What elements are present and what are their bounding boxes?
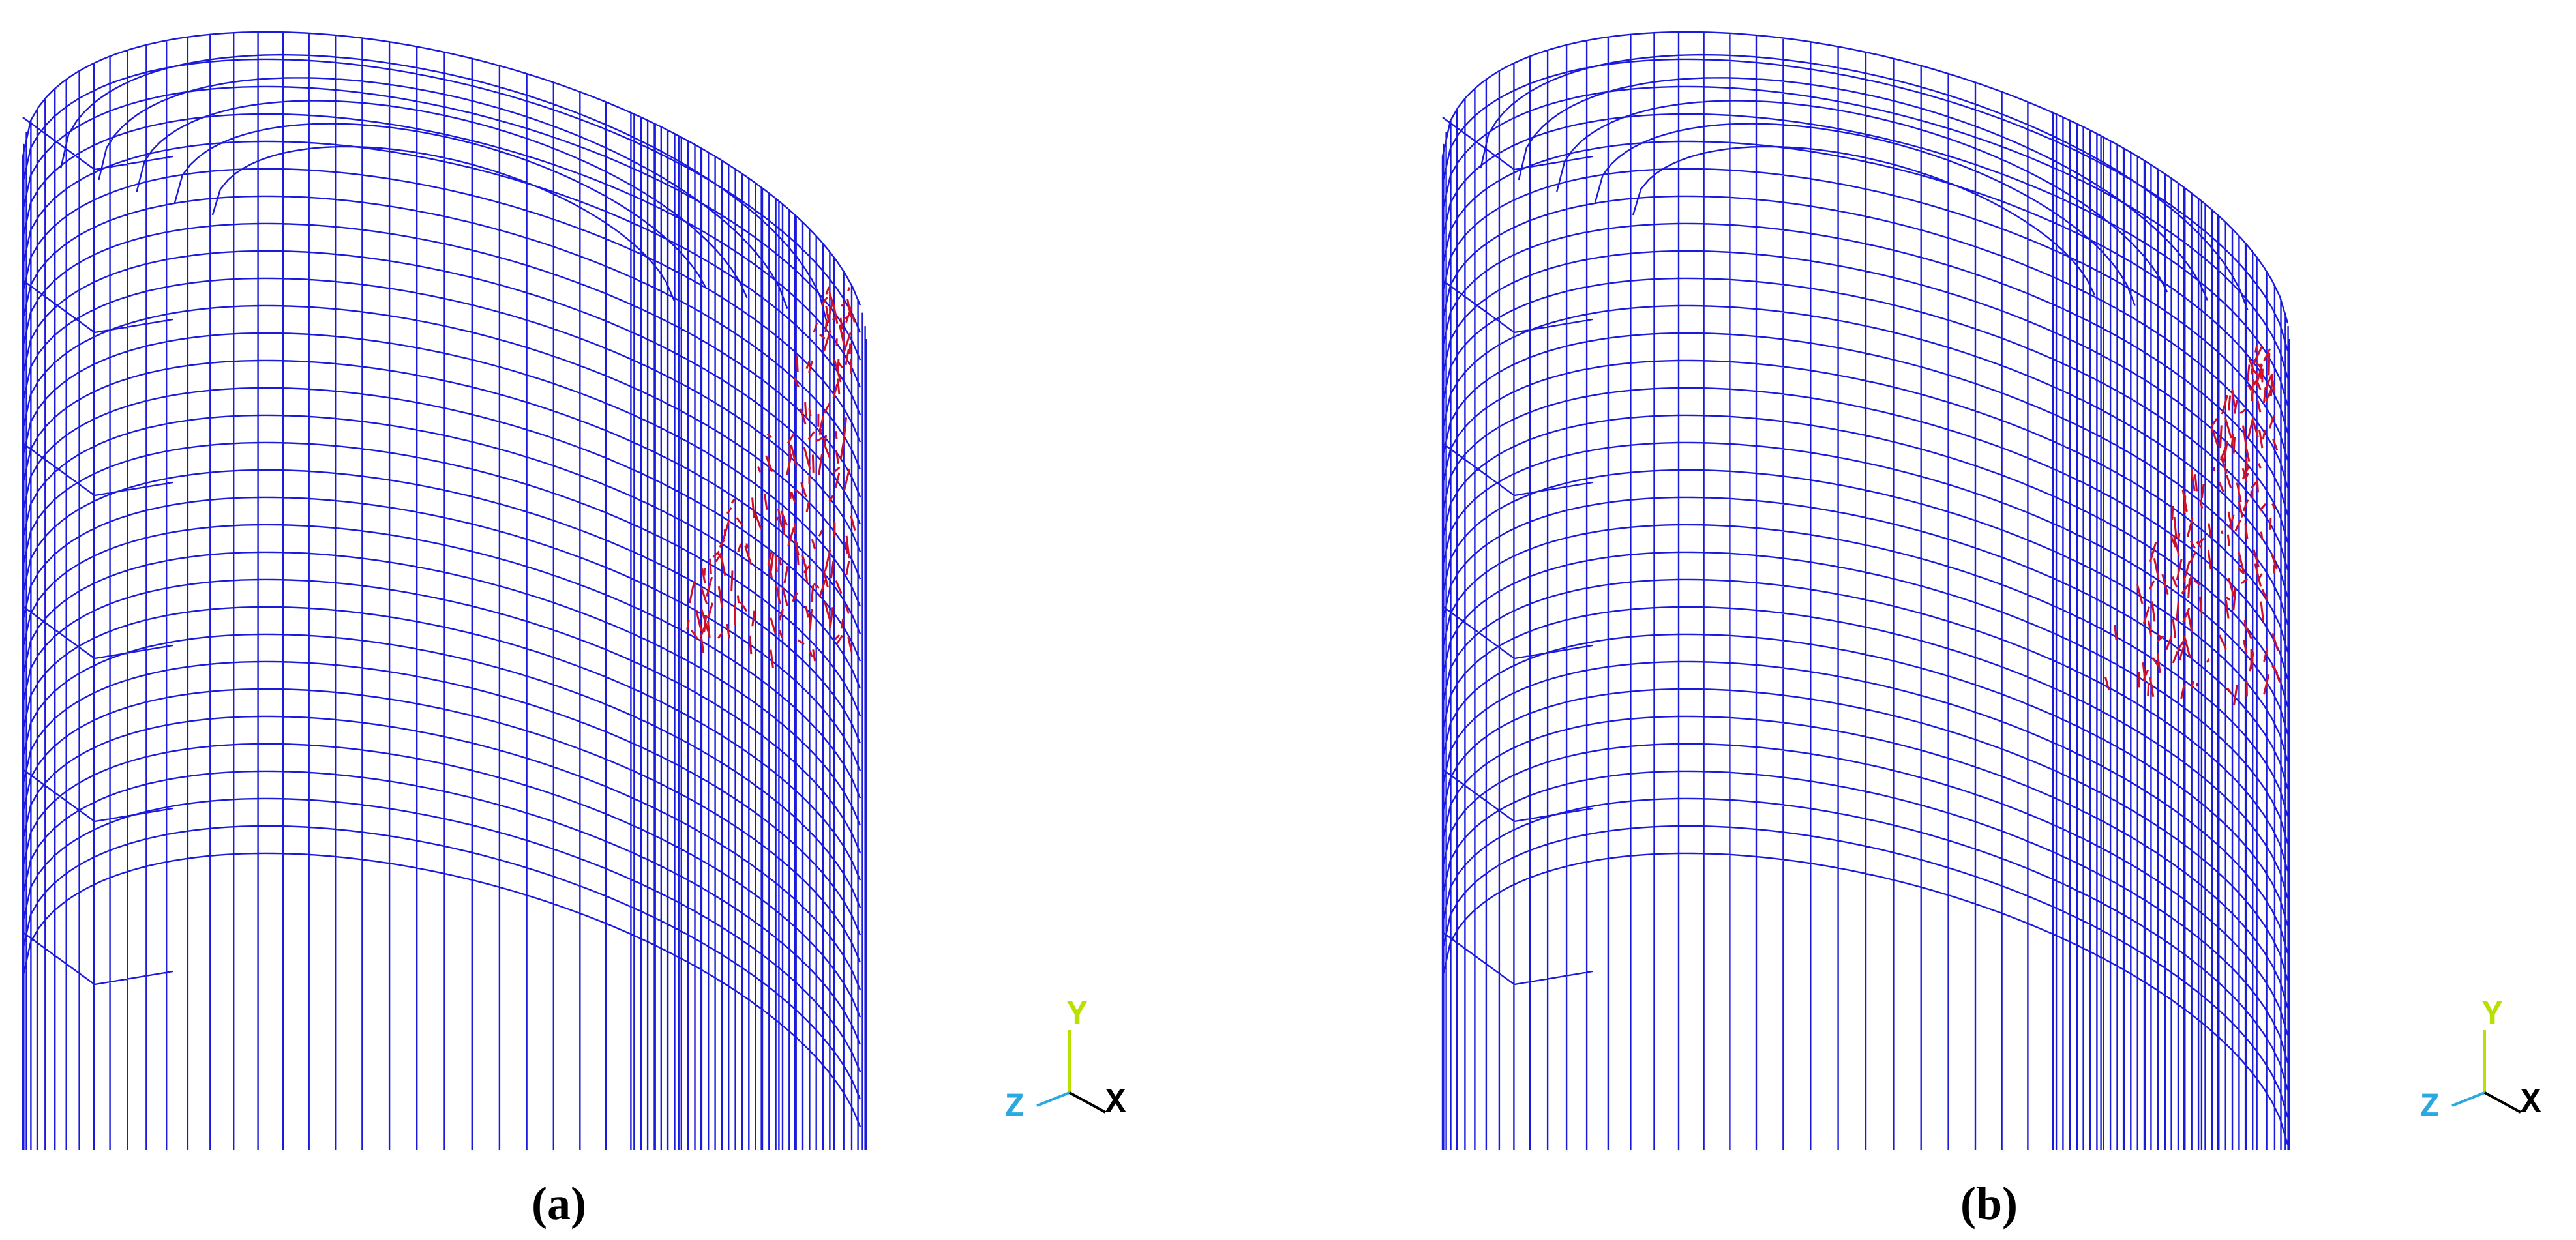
y-axis-label: Y	[2482, 996, 2503, 1034]
z-axis-line	[2451, 1091, 2485, 1107]
x-axis-line	[2484, 1091, 2521, 1114]
panel-caption: (a)	[532, 1177, 586, 1230]
crack-marks	[686, 286, 856, 668]
y-axis-label: Y	[1067, 996, 1088, 1034]
z-axis-line	[1036, 1091, 1070, 1107]
mesh-wireframe	[22, 31, 867, 1150]
x-axis-line	[1069, 1091, 1106, 1114]
panel-caption: (b)	[1960, 1177, 2018, 1230]
mesh-panel-b	[1441, 31, 2290, 1150]
crack-marks	[2104, 345, 2281, 706]
axis-triad-b: Y Z X	[2419, 996, 2541, 1127]
axis-triad-a: Y Z X	[1004, 996, 1126, 1127]
z-axis-label: Z	[2419, 1088, 2440, 1127]
z-axis-label: Z	[1004, 1088, 1025, 1127]
x-axis-label: X	[1105, 1084, 1126, 1122]
x-axis-label: X	[2521, 1084, 2541, 1122]
mesh-panel-a	[22, 31, 867, 1150]
mesh-wireframe	[1441, 31, 2290, 1150]
